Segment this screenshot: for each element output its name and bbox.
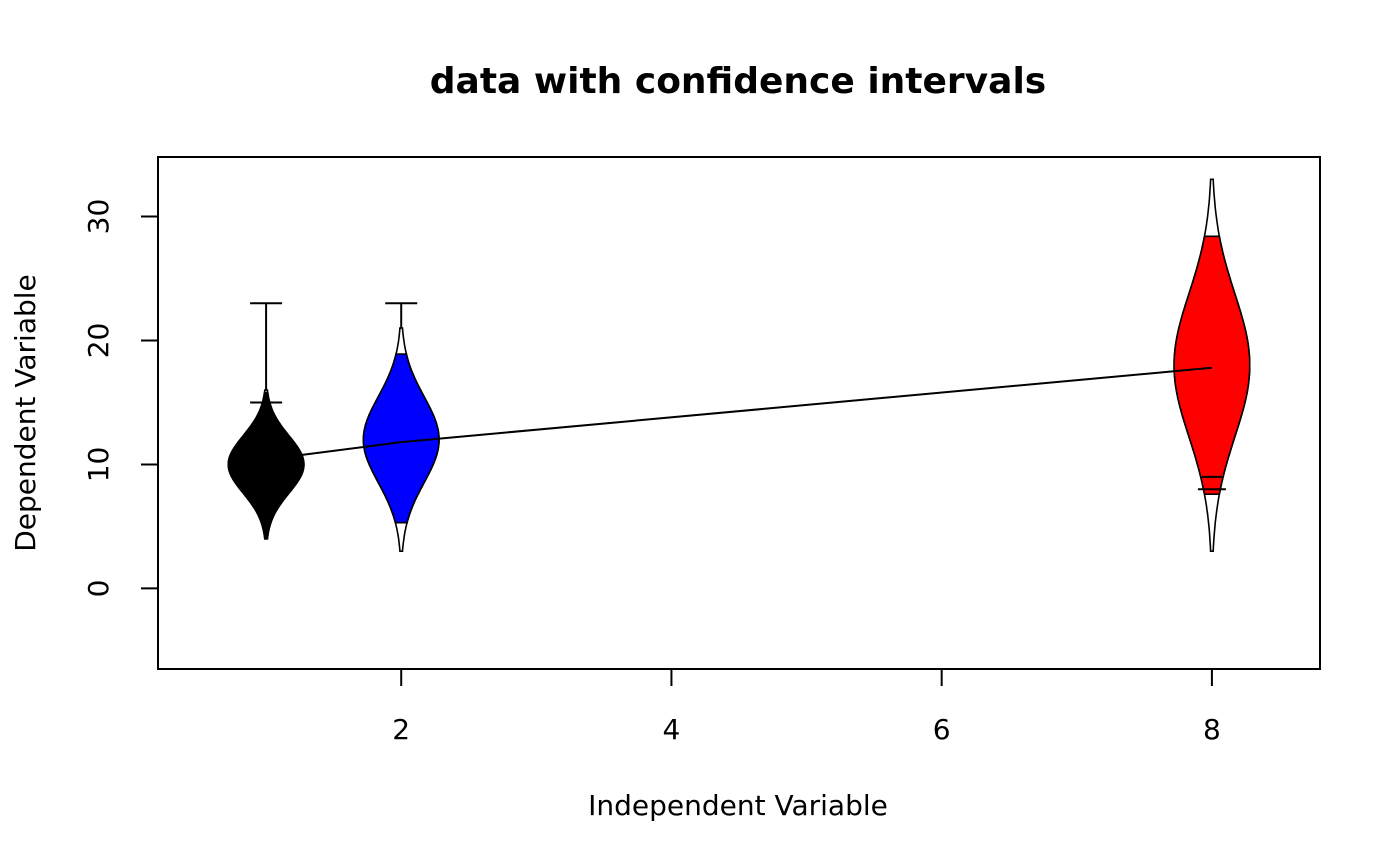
y-tick-label: 20 — [82, 323, 115, 359]
mean-connector-line — [265, 366, 1212, 461]
x-tick-label: 8 — [1203, 713, 1221, 746]
whiskers-layer — [250, 302, 1226, 491]
y-axis: 0 10 20 30 — [82, 199, 158, 598]
y-tick-label: 0 — [82, 580, 115, 598]
x-tick-label: 6 — [933, 713, 951, 746]
chart-title: data with confidence intervals — [430, 61, 1046, 102]
x-axis-label: Independent Variable — [588, 789, 888, 822]
violin-ci-fill-2 — [362, 353, 440, 524]
x-tick-label: 4 — [663, 713, 681, 746]
y-tick-label: 30 — [82, 199, 115, 235]
y-tick-label: 10 — [82, 447, 115, 483]
violin-ci-fill-1 — [227, 391, 305, 540]
y-axis-label: Dependent Variable — [9, 274, 42, 552]
x-axis: 2 4 6 8 — [392, 669, 1221, 746]
plot-frame — [157, 156, 1321, 670]
violin-ci-fill-3 — [1173, 235, 1251, 495]
violins-layer — [227, 178, 1251, 552]
x-tick-label: 2 — [392, 713, 410, 746]
